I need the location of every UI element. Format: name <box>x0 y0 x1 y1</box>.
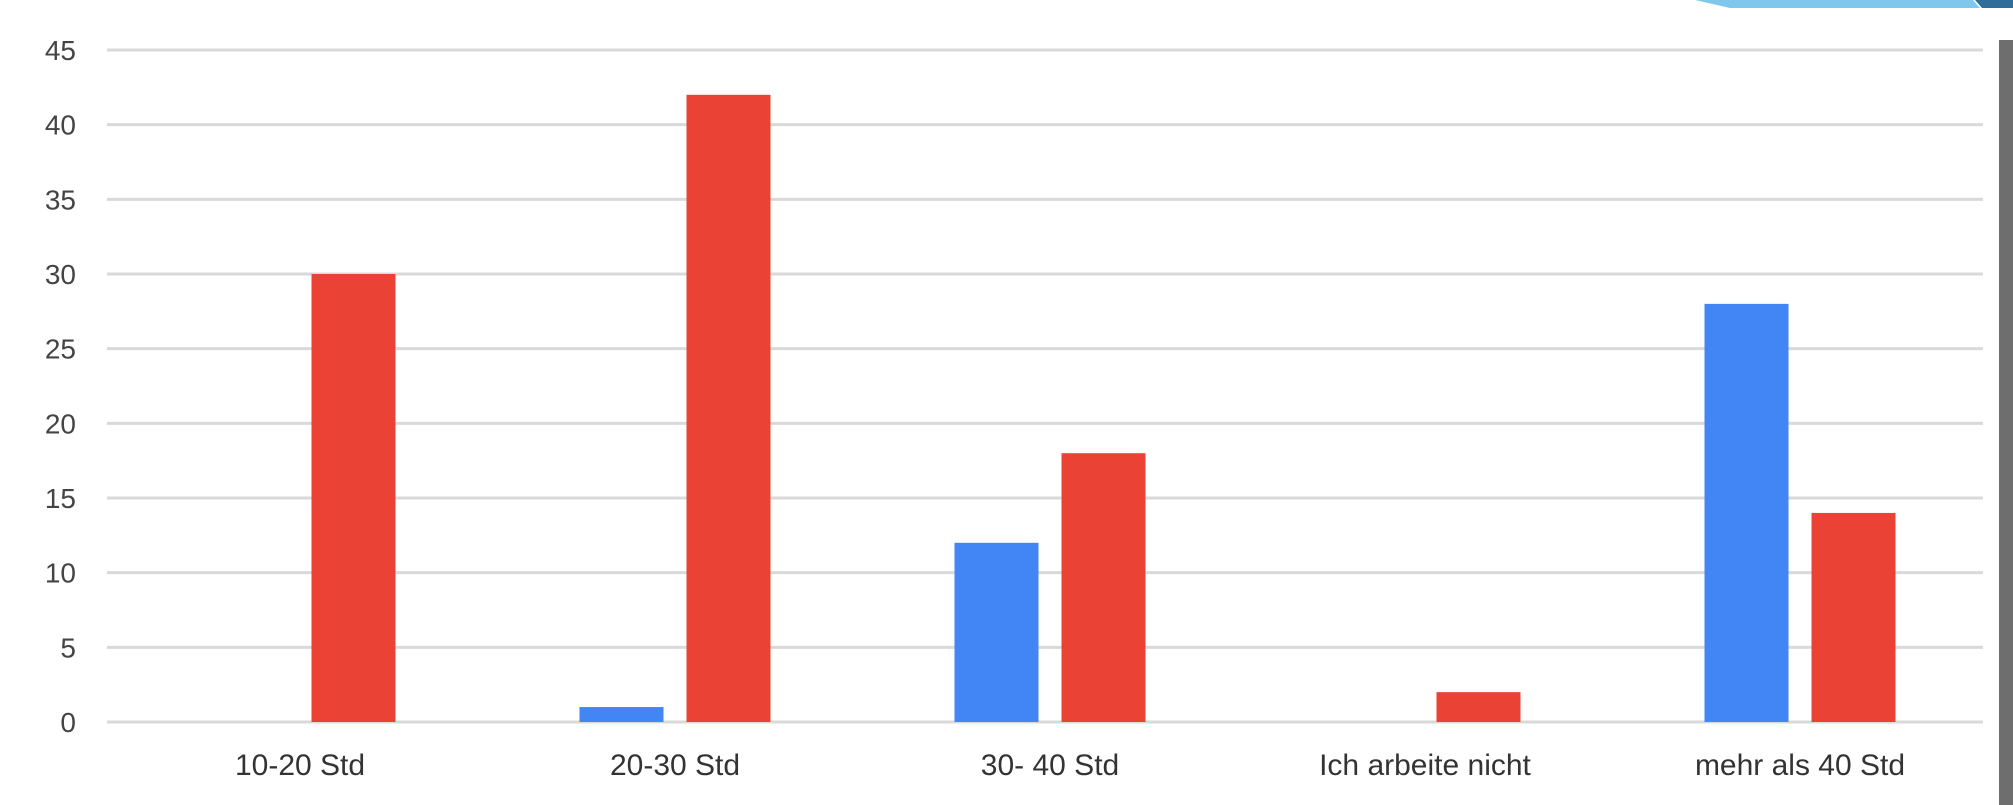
y-axis-ticks: 0 5 10 15 20 25 30 35 40 45 <box>45 35 76 738</box>
y-tick-label: 40 <box>45 110 76 141</box>
x-category-label: 30- 40 Std <box>981 749 1119 782</box>
y-tick-label: 5 <box>60 632 76 663</box>
y-tick-label: 20 <box>45 408 76 439</box>
y-tick-label: 10 <box>45 558 76 589</box>
x-category-label: 20-30 Std <box>610 749 740 782</box>
x-axis-labels: 10-20 Std 20-30 Std 30- 40 Std Ich arbeite … <box>235 749 1905 782</box>
bar-red-2 <box>1061 453 1146 722</box>
y-tick-label: 35 <box>45 184 76 215</box>
y-tick-label: 15 <box>45 483 76 514</box>
y-tick-label: 30 <box>45 259 76 290</box>
bar-red-3 <box>1436 692 1521 722</box>
y-tick-label: 45 <box>45 35 76 66</box>
x-category-label: 10-20 Std <box>235 749 365 782</box>
y-tick-label: 0 <box>60 707 76 738</box>
corner-accent-dark <box>1975 0 2013 8</box>
bars <box>311 94 1896 723</box>
bar-red-1 <box>686 94 771 723</box>
y-tick-label: 25 <box>45 334 76 365</box>
bar-red-4 <box>1811 512 1896 722</box>
x-category-label: Ich arbeite nicht <box>1319 749 1531 782</box>
bar-red-0 <box>311 274 396 722</box>
gridlines <box>107 48 1983 724</box>
bar-blue-4 <box>1704 303 1789 722</box>
right-edge-strip <box>1999 40 2013 805</box>
x-category-label: mehr als 40 Std <box>1695 749 1905 782</box>
corner-decoration <box>1695 0 2013 805</box>
bar-blue-1 <box>579 707 664 722</box>
corner-accent-light <box>1695 0 1980 8</box>
bar-blue-2 <box>954 542 1039 722</box>
